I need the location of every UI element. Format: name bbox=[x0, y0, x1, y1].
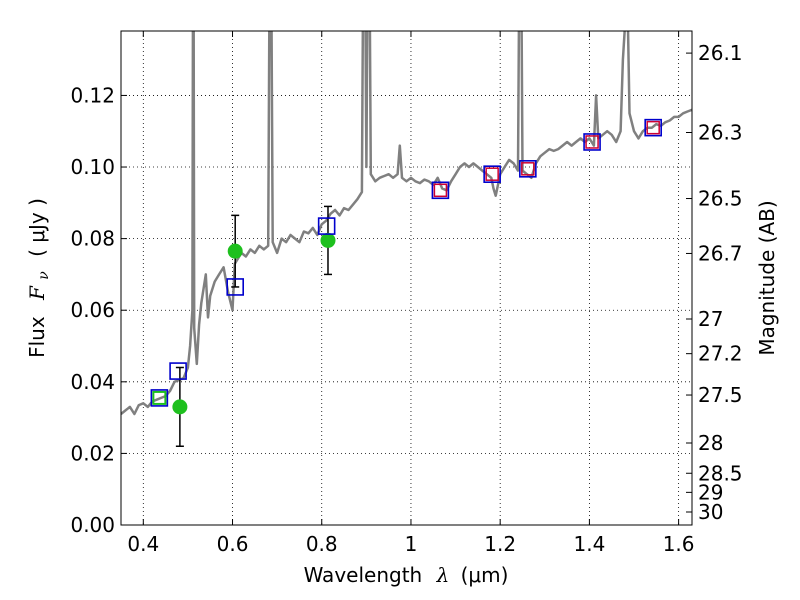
observed-point bbox=[227, 243, 243, 259]
model-box bbox=[644, 118, 662, 137]
model-inner-box bbox=[646, 120, 660, 135]
y-axis-right-title: Magnitude (AB) bbox=[755, 200, 779, 355]
observed-points bbox=[172, 232, 336, 415]
y-axis-title-symbol: F bbox=[25, 285, 49, 301]
mag-tick-label: 27.2 bbox=[698, 342, 743, 366]
mag-tick-label: 26.1 bbox=[698, 41, 743, 65]
model-boxes bbox=[150, 118, 662, 407]
model-box bbox=[317, 217, 336, 235]
x-axis-title-prefix: Wavelength bbox=[304, 563, 423, 587]
model-inner-box bbox=[485, 167, 499, 181]
y-axis-left: 0.00 0.02 0.04 0.06 0.08 0.10 0.12 bbox=[70, 83, 127, 537]
model-box bbox=[519, 160, 537, 178]
y-tick-label: 0.04 bbox=[70, 370, 115, 394]
model-box bbox=[431, 181, 450, 200]
model-inner-box bbox=[521, 162, 535, 176]
x-axis-title-unit: (μm) bbox=[461, 563, 509, 587]
mag-tick-label: 29 bbox=[698, 480, 723, 504]
model-box bbox=[150, 389, 169, 407]
mag-tick-label: 27.5 bbox=[698, 383, 743, 407]
y-axis-title-unit: ( μJy ) bbox=[25, 198, 49, 257]
plot-frame bbox=[120, 30, 693, 526]
spectrum-line bbox=[121, 31, 692, 416]
x-axis-title-symbol: λ bbox=[436, 563, 450, 587]
mag-tick-label: 30 bbox=[698, 500, 723, 524]
x-tick-label: 1 bbox=[405, 532, 418, 556]
x-tick-label: 0.4 bbox=[127, 532, 159, 556]
x-tick-label: 1.4 bbox=[573, 532, 605, 556]
model-inner-box bbox=[433, 183, 448, 198]
mag-tick-label: 28.5 bbox=[698, 461, 743, 485]
model-inner-box bbox=[152, 390, 167, 405]
y-tick-label: 0.08 bbox=[70, 227, 115, 251]
x-axis: 0.4 0.6 0.8 1 1.2 1.4 1.6 bbox=[127, 31, 695, 556]
mag-tick-label: 26.3 bbox=[698, 120, 743, 144]
y-axis-title-subscript: ν bbox=[36, 271, 52, 280]
model-box bbox=[583, 133, 601, 151]
observed-point bbox=[172, 399, 188, 415]
model-box bbox=[226, 278, 244, 296]
x-axis-title: Wavelength λ (μm) bbox=[304, 563, 509, 587]
x-tick-label: 1.6 bbox=[663, 532, 695, 556]
y-tick-label: 0.00 bbox=[70, 513, 115, 537]
y-tick-label: 0.10 bbox=[70, 155, 115, 179]
x-tick-label: 1.2 bbox=[484, 532, 516, 556]
y-axis-title-prefix: Flux bbox=[25, 316, 49, 358]
mag-tick-label: 27 bbox=[698, 307, 723, 331]
model-inner-box bbox=[585, 135, 599, 149]
x-tick-label: 0.6 bbox=[217, 532, 249, 556]
x-tick-label: 0.8 bbox=[306, 532, 338, 556]
mag-tick-label: 26.5 bbox=[698, 187, 743, 211]
model-box bbox=[169, 362, 187, 380]
y-axis-title: Flux F ν ( μJy ) bbox=[25, 198, 53, 358]
model-box bbox=[483, 165, 501, 183]
mag-tick-label: 26.7 bbox=[698, 241, 743, 265]
y-tick-label: 0.02 bbox=[70, 441, 115, 465]
observed-point bbox=[320, 232, 336, 248]
spectrum bbox=[121, 31, 692, 416]
y-tick-label: 0.12 bbox=[70, 83, 115, 107]
mag-tick-label: 28 bbox=[698, 431, 723, 455]
y-tick-label: 0.06 bbox=[70, 298, 115, 322]
